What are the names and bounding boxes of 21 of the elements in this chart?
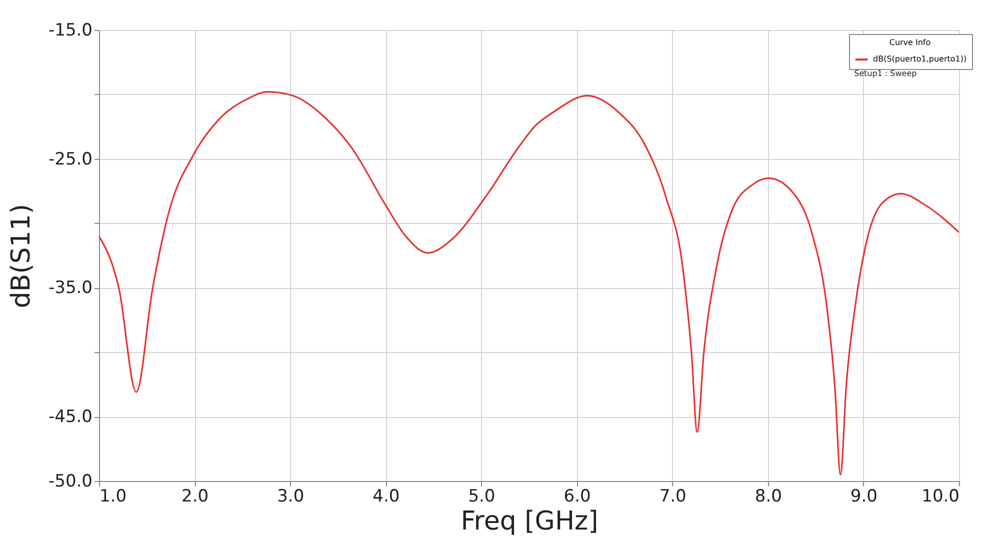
line-series [99,91,959,476]
x-tick-label: 8.0 [754,486,782,506]
y-tick-label: -45.0 [48,407,92,428]
y-tick-label: -15.0 [48,20,92,40]
x-tick-label: 4.0 [372,486,400,506]
y-tick-label: -25.0 [48,149,92,170]
annotation: Setup1 : Sweep [854,69,917,78]
x-tick-label: 1.0 [100,486,127,506]
x-tick-label: 3.0 [277,486,304,506]
x-tick-label: 5.0 [468,486,496,506]
x-tick-label: 2.0 [182,486,209,506]
x-tick-label: 9.0 [850,486,878,506]
legend-label: dB(S(puerto1,puerto1)) [873,54,967,64]
x-axis-title: Freq [GHz] [460,506,598,536]
x-tick-label: 10.0 [922,486,960,506]
x-tick-label: 6.0 [564,486,591,506]
y-tick-label: -35.0 [48,278,92,298]
legend-title: Curve Info [889,38,931,47]
y-tick-label: -50.0 [48,472,92,492]
y-axis-title: dB(S11) [6,204,37,308]
x-tick-label: 7.0 [659,486,686,506]
